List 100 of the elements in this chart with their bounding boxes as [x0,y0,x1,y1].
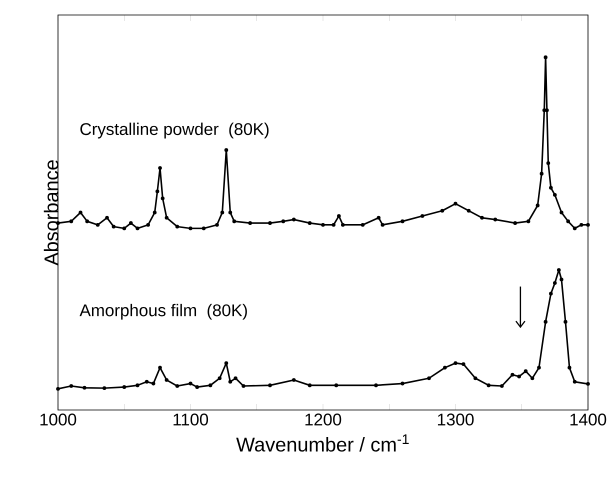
point [136,383,140,388]
point [462,362,466,366]
point [208,383,212,388]
point [473,376,478,380]
point [454,202,458,206]
point [202,226,206,230]
point [332,222,336,227]
point [155,189,160,194]
point [556,268,561,272]
point [552,192,557,197]
point [542,108,546,112]
point [96,222,100,227]
point [540,172,544,176]
point [427,376,431,380]
point [493,218,498,222]
point [321,222,325,227]
y-axis-title: Absorbance [44,160,58,266]
point [443,366,447,370]
point [340,222,345,227]
point [188,226,192,230]
point [536,204,540,208]
point [544,55,548,60]
x-tick-label: 1200 [305,414,342,426]
text: Amorphous film (80K) [80,304,247,320]
point [500,384,504,388]
x-axis-title: Wavenumber / cm$^{-1}$ [236,434,409,452]
point [546,161,550,166]
point [158,366,162,370]
point [164,378,169,382]
point [292,378,296,382]
point [175,224,180,228]
point [82,386,86,390]
point [175,384,180,388]
point [146,222,150,227]
point [128,221,133,225]
point [400,382,404,386]
point [268,383,272,388]
point [380,222,385,227]
point [454,361,458,365]
point [566,219,570,224]
point [466,208,471,213]
point [337,214,341,218]
point [228,210,232,214]
text: Crystalline powder (80K) [80,122,269,138]
point [374,383,378,388]
point [560,278,564,282]
point [549,186,553,190]
point [56,386,60,391]
point [586,222,590,227]
point [122,385,126,389]
point [112,224,116,228]
point [308,383,312,388]
point [69,384,74,388]
point [144,380,149,384]
point [420,214,424,218]
point [215,222,219,227]
point [530,376,534,380]
point [545,108,549,112]
point [334,383,338,388]
point [281,219,286,224]
x-tick-label: 1100 [174,414,208,426]
point [195,385,200,389]
point [188,382,192,386]
point [480,216,484,220]
point [517,374,521,378]
point [158,166,162,170]
point [579,222,584,227]
point [160,196,165,200]
point [376,216,381,220]
point [105,216,109,220]
point [78,210,82,214]
point [552,281,557,285]
point [69,219,74,224]
point [486,383,491,388]
point [524,369,528,374]
point [152,382,156,386]
point [102,386,106,390]
point [234,376,238,380]
point [292,218,296,222]
point [248,221,252,225]
point [400,219,404,224]
point [560,210,564,214]
point [224,361,228,365]
point [268,221,272,225]
point [308,221,312,225]
point [572,380,577,384]
point [228,380,232,384]
point [122,226,126,230]
x-tick-label: 1400 [570,414,606,426]
point [136,226,140,230]
point [232,219,236,224]
point [152,210,157,214]
point [220,210,224,214]
point [572,226,577,230]
point [564,320,568,324]
point [218,376,222,380]
x-tick-label: 1300 [438,414,474,426]
point [224,148,228,152]
point [586,382,590,386]
point [526,219,530,224]
